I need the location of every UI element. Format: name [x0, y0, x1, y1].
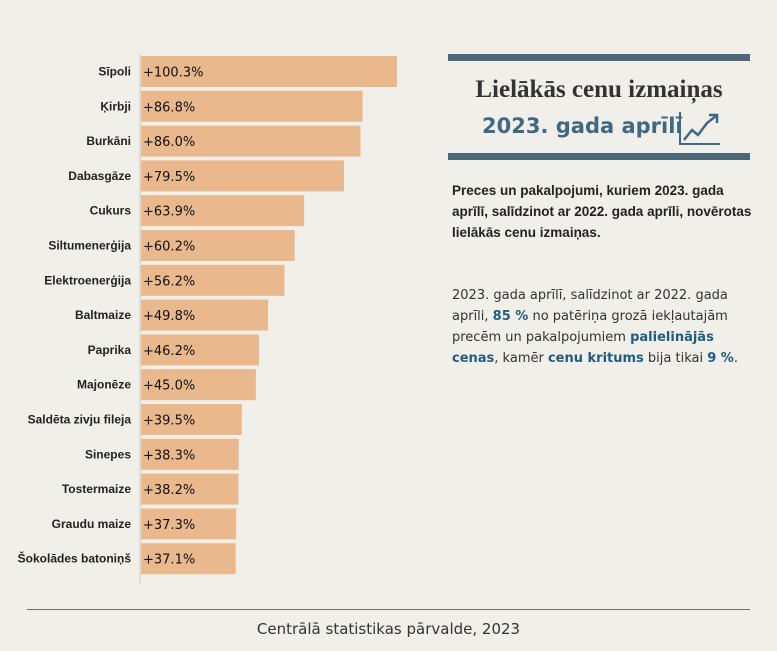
value-label: +86.8%	[143, 100, 195, 115]
desc-part-2: no patēriņa grozā iekļautajām precēm un …	[452, 309, 728, 345]
category-label: Dabasgāze	[68, 169, 131, 183]
bar	[141, 334, 259, 366]
bar-chart: Sīpoli +100.3% Ķirbji +86.8% Burkāni +86.0% Da…	[18, 54, 397, 583]
bar	[141, 508, 237, 540]
title-rule-bottom	[448, 153, 750, 160]
category-label: Majonēze	[77, 378, 131, 392]
bar	[141, 125, 361, 157]
category-label: Sīpoli	[98, 65, 131, 79]
bar	[141, 473, 239, 505]
category-label: Siltumenerģija	[48, 239, 131, 253]
value-label: +45.0%	[143, 379, 195, 394]
bar	[141, 56, 397, 87]
desc-part-3: , kamēr	[494, 351, 548, 366]
value-label: +86.0%	[143, 135, 195, 150]
footer-source: Centrālā statistikas pārvalde, 2023	[256, 620, 521, 638]
category-label: Graudu maize	[52, 517, 132, 531]
bar	[141, 160, 344, 192]
value-label: +46.2%	[143, 344, 195, 359]
chart-title: Lielākās cenu izmaiņas	[475, 76, 723, 103]
description-bold: Preces un pakalpojumi, kuriem 2023. gada…	[452, 183, 752, 240]
category-label: Šokolādes batoniņš	[18, 551, 132, 566]
value-label: +63.9%	[143, 205, 195, 220]
value-label: +37.1%	[143, 553, 195, 568]
desc-highlight-increase: palielinājās cenas	[452, 330, 714, 366]
desc-highlight-decrease: cenu kritums	[547, 351, 644, 366]
category-label: Cukurs	[90, 204, 132, 218]
value-label: +79.5%	[143, 170, 195, 185]
category-label: Baltmaize	[75, 308, 131, 322]
value-label: +38.3%	[143, 448, 195, 463]
category-label: Sinepes	[85, 447, 131, 461]
bar	[141, 195, 305, 227]
value-label: +38.2%	[143, 483, 195, 498]
value-label: +56.2%	[143, 274, 195, 289]
value-label: +39.5%	[143, 414, 195, 429]
value-label: +37.3%	[143, 518, 195, 533]
value-label: +100.3%	[143, 66, 203, 81]
bar	[141, 230, 295, 261]
category-label: Saldēta zivju fileja	[28, 413, 132, 427]
desc-part-4: bija tikai	[643, 351, 708, 366]
desc-part-5: .	[733, 351, 738, 366]
category-label: Burkāni	[86, 134, 131, 148]
category-label: Paprika	[88, 343, 132, 357]
value-label: +49.8%	[143, 309, 195, 324]
footer-divider	[27, 609, 750, 610]
bar	[141, 264, 285, 296]
category-label: Tostermaize	[62, 482, 131, 496]
desc-highlight-85: 85 %	[492, 309, 529, 324]
bar	[141, 369, 256, 401]
category-label: Elektroenerģija	[44, 273, 131, 287]
desc-highlight-9: 9 %	[707, 351, 734, 366]
category-label: Ķirbji	[100, 99, 131, 113]
title-box: Lielākās cenu izmaiņas 2023. gada aprīlī	[448, 54, 750, 160]
chart-subtitle: 2023. gada aprīlī	[482, 114, 683, 138]
bar	[141, 543, 236, 575]
trend-up-chart-icon	[679, 112, 720, 145]
value-label: +60.2%	[143, 240, 195, 255]
bar	[141, 90, 363, 122]
bar	[141, 404, 242, 435]
desc-part-1: 2023. gada aprīlī, salīdzinot ar 2022. g…	[452, 288, 728, 324]
bar	[141, 299, 269, 331]
bar	[141, 438, 239, 470]
title-rule-top	[448, 54, 750, 61]
description-body: 2023. gada aprīlī, salīdzinot ar 2022. g…	[452, 285, 757, 369]
